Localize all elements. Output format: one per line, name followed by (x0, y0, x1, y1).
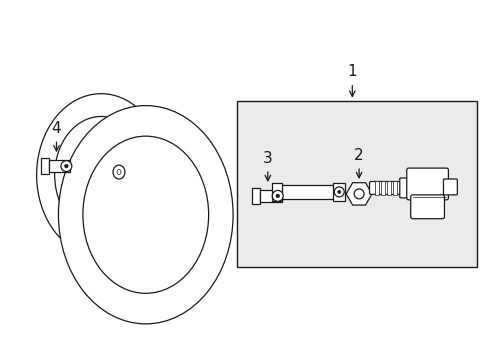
Bar (380, 181, 384, 195)
Bar (259, 190, 281, 202)
Bar (386, 181, 390, 195)
Bar (277, 185, 335, 199)
FancyBboxPatch shape (399, 178, 411, 198)
Bar (374, 181, 378, 195)
Bar (251, 188, 259, 204)
Ellipse shape (55, 116, 147, 234)
FancyBboxPatch shape (406, 168, 447, 200)
Bar (271, 183, 281, 201)
Ellipse shape (337, 190, 340, 193)
Ellipse shape (275, 194, 279, 198)
FancyBboxPatch shape (443, 179, 456, 195)
Bar (41, 158, 48, 174)
Ellipse shape (117, 170, 121, 175)
FancyBboxPatch shape (369, 181, 402, 194)
Bar (48, 160, 70, 172)
Ellipse shape (37, 94, 165, 256)
Ellipse shape (334, 187, 344, 197)
Bar (333, 183, 345, 201)
Text: 4: 4 (52, 121, 61, 136)
FancyBboxPatch shape (410, 195, 444, 219)
Ellipse shape (61, 161, 72, 172)
Ellipse shape (113, 165, 124, 179)
Text: 1: 1 (347, 64, 356, 79)
Ellipse shape (59, 105, 233, 324)
Text: 3: 3 (263, 151, 272, 166)
Text: 2: 2 (354, 148, 363, 163)
Bar (392, 181, 396, 195)
Ellipse shape (353, 189, 364, 199)
Bar (237, 100, 476, 267)
Ellipse shape (83, 136, 208, 293)
Ellipse shape (272, 190, 283, 201)
Ellipse shape (64, 165, 68, 168)
